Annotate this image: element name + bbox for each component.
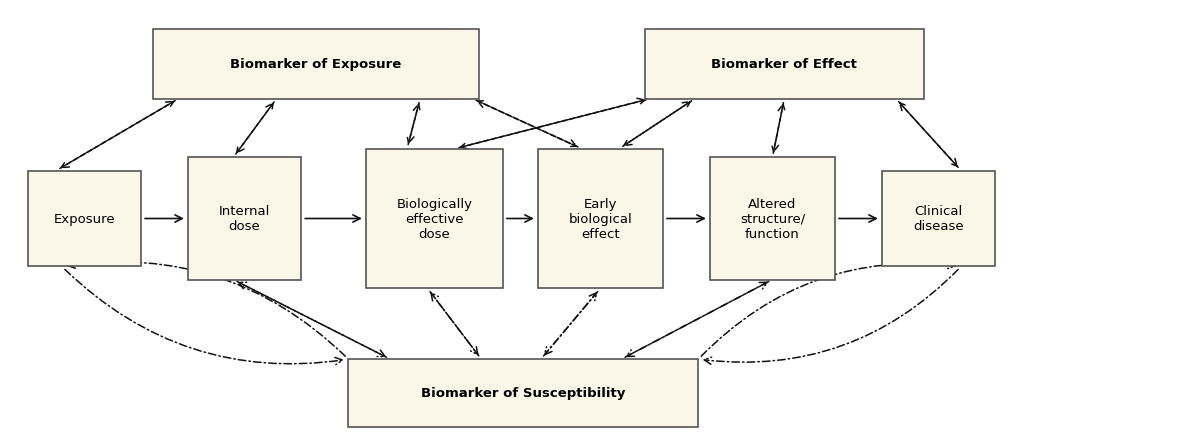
- Text: Exposure: Exposure: [54, 212, 115, 226]
- Text: Biomarker of Susceptibility: Biomarker of Susceptibility: [421, 387, 625, 399]
- FancyBboxPatch shape: [188, 158, 301, 280]
- FancyBboxPatch shape: [366, 149, 503, 289]
- Text: Clinical
disease: Clinical disease: [913, 205, 964, 233]
- FancyBboxPatch shape: [710, 158, 835, 280]
- FancyBboxPatch shape: [29, 171, 140, 267]
- FancyBboxPatch shape: [152, 30, 479, 99]
- Text: Altered
structure/
function: Altered structure/ function: [740, 198, 805, 240]
- Text: Biomarker of Effect: Biomarker of Effect: [711, 58, 857, 71]
- FancyBboxPatch shape: [644, 30, 924, 99]
- Text: Internal
dose: Internal dose: [219, 205, 270, 233]
- FancyBboxPatch shape: [348, 359, 698, 427]
- Text: Early
biological
effect: Early biological effect: [568, 198, 633, 240]
- FancyBboxPatch shape: [539, 149, 662, 289]
- Text: Biologically
effective
dose: Biologically effective dose: [396, 198, 472, 240]
- FancyBboxPatch shape: [882, 171, 995, 267]
- Text: Biomarker of Exposure: Biomarker of Exposure: [231, 58, 402, 71]
